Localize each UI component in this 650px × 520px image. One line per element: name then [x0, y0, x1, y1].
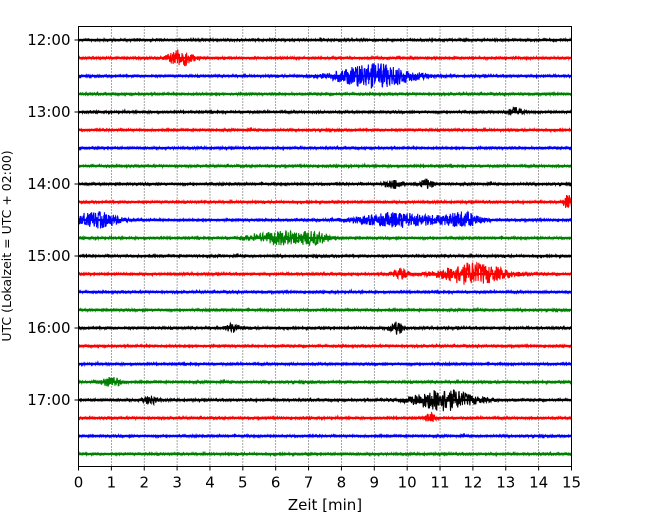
vertical-grid [111, 26, 539, 467]
x-tick-label: 14 [529, 474, 548, 492]
y-axis-label: UTC (Lokalzeit = UTC + 02:00) [0, 150, 14, 341]
x-tick-label: 1 [107, 474, 117, 492]
x-tick-label: 2 [139, 474, 149, 492]
y-tick-label: 12:00 [27, 31, 70, 49]
x-tick-label: 6 [271, 474, 281, 492]
x-tick-label: 13 [496, 474, 515, 492]
traces-group [77, 36, 573, 458]
x-axis: 0 1 2 3 4 5 6 7 8 9 10 11 12 13 14 15 [74, 466, 581, 492]
x-tick-label: 5 [238, 474, 248, 492]
y-tick-label: 14:00 [27, 175, 70, 193]
x-tick-label: 12 [463, 474, 482, 492]
plot-frame [78, 26, 572, 467]
y-tick-label: 15:00 [27, 247, 70, 265]
x-tick-label: 10 [398, 474, 417, 492]
x-tick-label: 4 [205, 474, 215, 492]
plot-area [78, 26, 572, 467]
x-tick-label: 15 [562, 474, 581, 492]
y-axis: 12:00 13:00 14:00 15:00 16:00 17:00 [27, 31, 79, 409]
y-tick-label: 17:00 [27, 391, 70, 409]
x-axis-label: Zeit [min] [288, 496, 362, 514]
x-tick-label: 9 [370, 474, 380, 492]
x-tick-label: 7 [304, 474, 314, 492]
y-tick-label: 13:00 [27, 103, 70, 121]
x-tick-label: 3 [172, 474, 182, 492]
x-tick-label: 0 [74, 474, 84, 492]
x-tick-label: 11 [430, 474, 449, 492]
y-tick-label: 16:00 [27, 319, 70, 337]
x-tick-label: 8 [337, 474, 347, 492]
